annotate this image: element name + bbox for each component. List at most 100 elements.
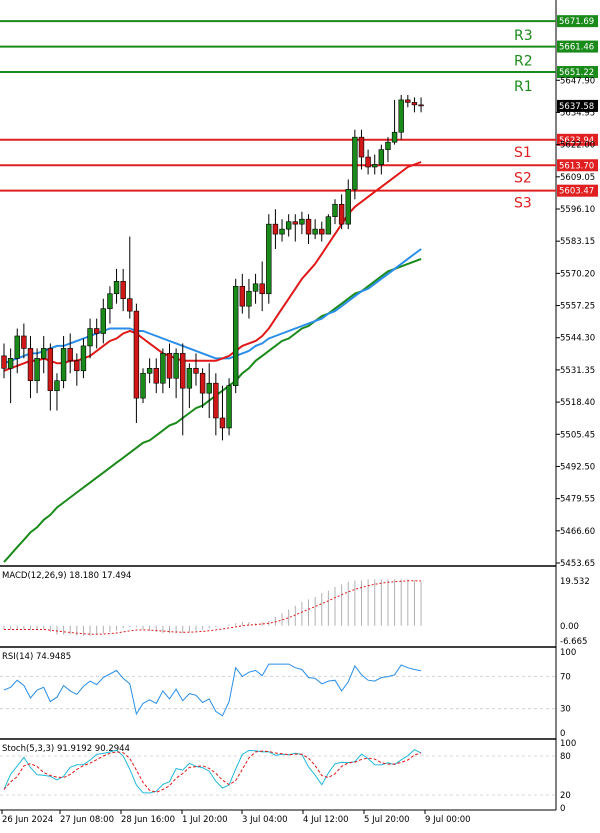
candle-bear <box>418 104 424 107</box>
candle-bull <box>173 353 179 379</box>
candle-bear <box>153 367 159 384</box>
price-tick-label: 5557.25 <box>560 302 595 312</box>
rsi-axis-label: 100 <box>560 648 576 658</box>
candle-bear <box>405 99 411 103</box>
candle-bull <box>246 290 252 307</box>
rsi-title: RSI(14) 74.9485 <box>2 652 71 662</box>
candle-bear <box>199 372 206 394</box>
macd-axis-label: -6.665 <box>560 637 587 647</box>
stoch-axis-label: 80 <box>560 752 571 762</box>
time-tick-label: 5 Jul 20:00 <box>364 815 410 825</box>
macd-title: MACD(12,26,9) 18.180 17.494 <box>2 571 131 581</box>
candle-bull <box>312 228 318 235</box>
candle-bear <box>292 221 298 225</box>
moving-averages <box>3 161 422 563</box>
candle-bull <box>14 335 20 359</box>
candle-bull <box>226 385 232 429</box>
candle-bear <box>133 310 140 399</box>
price-tick-label: 5596.10 <box>560 205 595 215</box>
candle-bull <box>80 345 87 372</box>
current-price-label: 5637.58 <box>559 102 594 112</box>
level-name-r2: R2 <box>514 54 533 70</box>
candle-bull <box>140 372 146 399</box>
price-tick-label: 5466.60 <box>560 527 595 537</box>
candle-bull <box>372 164 378 168</box>
level-name-s2: S2 <box>514 170 532 186</box>
candle-bear <box>21 335 27 349</box>
level-name-s1: S1 <box>514 145 532 161</box>
candle-bull <box>54 380 60 391</box>
stoch-d-line <box>3 750 422 793</box>
price-tick-label: 5492.50 <box>560 462 595 472</box>
level-price-label-s1: 5623.94 <box>559 136 594 146</box>
candle-bear <box>180 353 186 389</box>
candle-bear <box>67 348 73 362</box>
candle-bear <box>27 348 34 382</box>
candle-bull <box>285 221 292 230</box>
price-tick-label: 5570.20 <box>560 269 595 279</box>
candle-bull <box>100 308 107 334</box>
macd-signal-line <box>4 580 422 635</box>
level-price-box-s3 <box>557 184 598 197</box>
price-tick-label: 5583.15 <box>560 237 595 247</box>
price-axis: 5647.90 5634.95 5622.00 5609.05 5596.10 5583.… <box>556 76 595 569</box>
level-price-box-r1 <box>557 66 598 79</box>
candle-bear <box>120 281 126 300</box>
rsi-axis-label: 70 <box>560 672 571 682</box>
stoch-title: Stoch(5,3,3) 91.9192 90.2944 <box>2 744 130 754</box>
candle-bear <box>127 298 133 312</box>
price-tick-label: 5479.55 <box>560 495 595 505</box>
rsi-pane: RSI(14) 74.9485 100 70 30 0 <box>0 648 576 739</box>
price-tick-label: 5453.65 <box>560 559 595 569</box>
time-tick-label: 4 Jul 12:00 <box>303 815 349 825</box>
level-price-box-s1 <box>557 133 598 146</box>
level-price-label-s3: 5603.47 <box>559 187 594 197</box>
candle-bear <box>239 285 246 307</box>
candle-bear <box>272 223 279 235</box>
candle-bull <box>378 149 385 165</box>
candle-bull <box>186 367 193 389</box>
candle-bear <box>411 102 418 106</box>
time-axis: 26 Jun 2024 27 Jun 08:00 28 Jun 16:00 1 Jul… <box>1 810 471 825</box>
price-tick-label: 5544.30 <box>560 334 595 344</box>
candle-bear <box>259 283 265 295</box>
level-name-r3: R3 <box>514 28 533 44</box>
rsi-line <box>3 663 422 717</box>
candle-bull <box>206 382 212 394</box>
candle-bull <box>398 99 404 133</box>
candle-bear <box>219 417 226 429</box>
candle-bull <box>332 203 338 218</box>
candle-bear <box>338 203 345 225</box>
level-price-box-r3 <box>557 15 598 28</box>
candle-bull <box>233 285 239 386</box>
level-price-label-r2: 5661.46 <box>559 43 594 53</box>
time-tick-label: 28 Jun 16:00 <box>121 815 175 825</box>
macd-axis-label: 0.00 <box>560 622 579 632</box>
time-tick-label: 1 Jul 20:00 <box>182 815 228 825</box>
price-tick-label: 5505.45 <box>560 430 595 440</box>
time-tick-label: 3 Jul 04:00 <box>242 815 288 825</box>
candle-bear <box>74 360 80 372</box>
price-tick-label: 5634.95 <box>560 108 595 118</box>
current-price-box <box>557 99 598 112</box>
time-tick-label: 9 Jul 00:00 <box>425 815 471 825</box>
level-price-label-s2: 5613.70 <box>559 161 594 171</box>
level-name-s3: S3 <box>514 196 532 212</box>
time-tick-label: 26 Jun 2024 <box>2 815 53 825</box>
price-tick-label: 5531.35 <box>560 366 595 376</box>
candle-bear <box>166 353 173 379</box>
price-tick-label: 5622.00 <box>560 141 595 151</box>
candle-bear <box>305 218 312 235</box>
ma-mid-line <box>3 248 422 365</box>
stoch-axis-label: 100 <box>560 739 576 749</box>
macd-pane: MACD(12,26,9) 18.180 17.494 19.532 0.00 -6… <box>2 571 590 647</box>
level-price-box-r2 <box>557 40 598 53</box>
candle-bull <box>87 328 93 347</box>
rsi-axis-label: 30 <box>560 705 571 715</box>
candle-bull <box>160 353 166 384</box>
candle-bull <box>279 228 285 235</box>
stoch-axis-label: 0 <box>560 804 565 814</box>
candle-bull <box>391 131 398 143</box>
candle-bear <box>213 382 219 419</box>
